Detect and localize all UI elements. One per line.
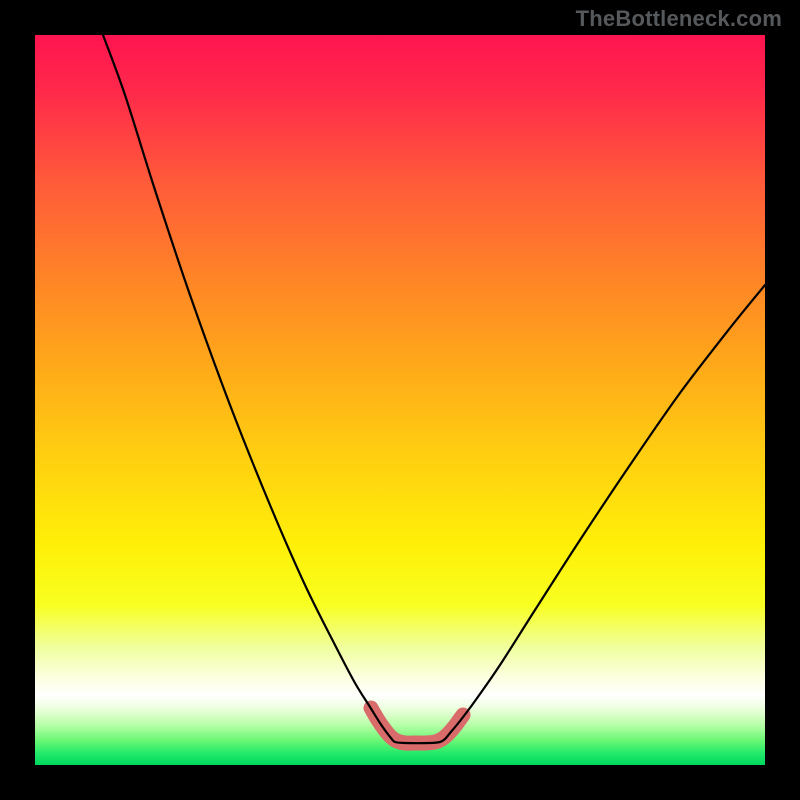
app-frame: TheBottleneck.com [0,0,800,800]
plot-area [35,35,765,765]
curve-layer [35,35,765,765]
curve-bottom-highlight [371,708,463,743]
watermark-text: TheBottleneck.com [576,6,782,32]
bottleneck-curve [103,35,765,743]
